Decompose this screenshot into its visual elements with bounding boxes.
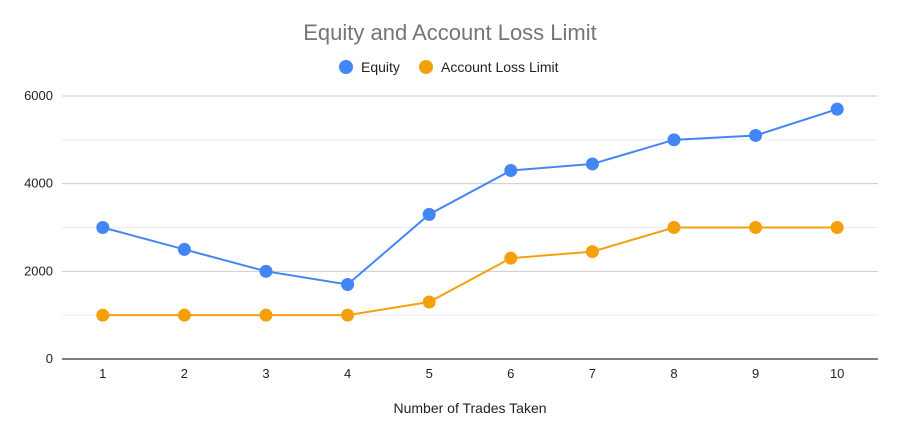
- data-point-account-loss-limit[interactable]: [341, 308, 355, 322]
- x-tick-label: 10: [830, 366, 844, 381]
- data-point-equity[interactable]: [422, 207, 436, 221]
- data-point-equity[interactable]: [259, 264, 273, 278]
- x-axis-label: Number of Trades Taken: [393, 400, 546, 416]
- x-axis-ticks: 1 2 3 4 5 6 7 8 9 10: [99, 366, 844, 381]
- data-point-equity[interactable]: [830, 102, 844, 116]
- data-point-account-loss-limit[interactable]: [177, 308, 191, 322]
- gridlines: [62, 95, 878, 316]
- x-tick-label: 3: [262, 366, 269, 381]
- x-tick-label: 1: [99, 366, 106, 381]
- legend-marker-equity: [339, 60, 353, 74]
- data-point-account-loss-limit[interactable]: [504, 251, 518, 265]
- legend-label-account-loss-limit: Account Loss Limit: [441, 59, 559, 75]
- x-tick-label: 7: [589, 366, 596, 381]
- y-tick-label: 0: [46, 351, 53, 366]
- x-tick-label: 6: [507, 366, 514, 381]
- data-point-account-loss-limit[interactable]: [96, 308, 110, 322]
- data-point-equity[interactable]: [749, 128, 763, 142]
- legend: Equity Account Loss Limit: [339, 59, 559, 75]
- chart-title: Equity and Account Loss Limit: [303, 20, 597, 45]
- data-point-equity[interactable]: [177, 242, 191, 256]
- data-point-account-loss-limit[interactable]: [830, 221, 844, 234]
- series-line-account-loss-limit: [102, 226, 838, 317]
- y-axis-ticks: 0 2000 4000 6000: [24, 88, 53, 366]
- series-group: [96, 102, 844, 322]
- legend-label-equity: Equity: [361, 59, 400, 75]
- data-point-equity[interactable]: [667, 133, 681, 147]
- x-tick-label: 2: [181, 366, 188, 381]
- data-point-equity[interactable]: [504, 164, 518, 178]
- y-tick-label: 2000: [24, 263, 53, 278]
- data-point-equity[interactable]: [96, 221, 110, 234]
- x-tick-label: 5: [426, 366, 433, 381]
- data-point-equity[interactable]: [585, 157, 599, 171]
- x-tick-label: 4: [344, 366, 351, 381]
- data-point-account-loss-limit[interactable]: [259, 308, 273, 322]
- y-tick-label: 6000: [24, 88, 53, 103]
- x-tick-label: 8: [670, 366, 677, 381]
- data-point-account-loss-limit[interactable]: [749, 221, 763, 234]
- data-point-equity[interactable]: [341, 277, 355, 291]
- legend-marker-account-loss-limit: [419, 60, 433, 74]
- data-point-account-loss-limit[interactable]: [422, 295, 436, 309]
- y-tick-label: 4000: [24, 176, 53, 191]
- data-point-account-loss-limit[interactable]: [667, 221, 681, 234]
- series-line-equity: [102, 108, 838, 286]
- x-tick-label: 9: [752, 366, 759, 381]
- data-point-account-loss-limit[interactable]: [585, 245, 599, 259]
